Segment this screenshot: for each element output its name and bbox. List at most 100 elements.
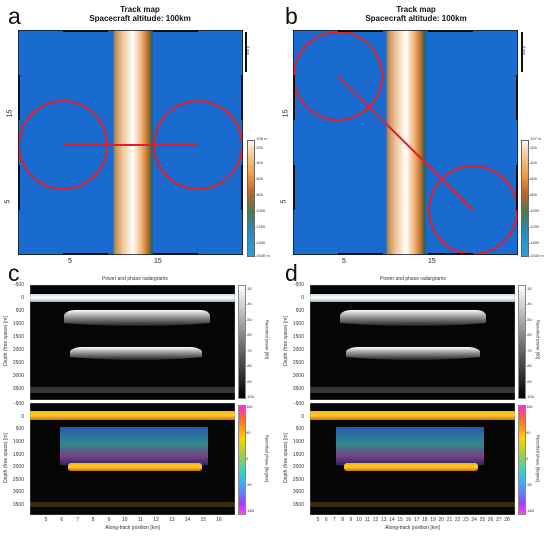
tick-label: -80	[526, 363, 532, 369]
tick-label: -500	[13, 401, 24, 407]
tick-label: -80	[246, 363, 252, 369]
radargram-title-d: Power and phase radargrams	[380, 276, 446, 282]
xaxis-d: 5 6 7 8 9 10 11 12 13 14 15 16 17 18 19 20 21 22 23 24 25 26 2…	[310, 516, 515, 526]
tick-label: 500	[295, 426, 304, 433]
xtick-label: 23	[463, 517, 469, 523]
track-line	[337, 75, 474, 211]
cb-b-tick: -1000	[529, 208, 540, 213]
basal-echo	[30, 387, 235, 393]
tick-label: 1500	[292, 451, 304, 458]
tick-label: 1500	[292, 334, 304, 340]
phase-colorbar-d	[518, 405, 526, 515]
tick-label: 1000	[12, 321, 24, 327]
tick-label: -90	[526, 482, 532, 487]
xtick-label: 14	[184, 517, 191, 523]
tick-label: 0	[526, 456, 529, 461]
phase-cb-label-d: Recorded phase [degree]	[535, 434, 541, 483]
track-map-b	[293, 30, 518, 255]
xtick-label: 5	[44, 517, 48, 523]
xtick-label: 9	[107, 517, 111, 523]
yaxis-d: -500 0 500 1000 1500 2000 2500 3000 3500 -500 0 500…	[284, 282, 310, 515]
xtick-label: 9	[349, 517, 353, 523]
power-colorbar-d	[518, 285, 526, 399]
tick-label: -50	[526, 316, 532, 322]
xtick-label: 15	[397, 517, 403, 523]
tick-label: -60	[526, 332, 532, 338]
subsurface-echo-2	[70, 347, 202, 360]
xtick-label: 21	[446, 517, 453, 523]
track-map-a	[18, 30, 243, 255]
xtick-15-a: 15	[154, 258, 162, 265]
colorbar-a-bottom: -1530 m	[255, 253, 270, 258]
phase-radargram-c	[30, 403, 235, 515]
tick-label: 0	[21, 295, 24, 301]
panel-letter-d: d	[285, 260, 298, 286]
xtick-label: 7	[76, 517, 79, 523]
colorbar-a	[247, 140, 255, 257]
power-cb-ticks-c: -30 -40 -50 -60 -70 -80 -90 -100	[246, 285, 260, 399]
xtick-label: 11	[364, 517, 370, 523]
xtick-label: 25	[479, 517, 486, 523]
ylabel-phase-c: Depth (free space) [m]	[3, 433, 9, 483]
cb-a-tick: -600	[255, 176, 264, 181]
track-map-a-svg	[18, 30, 243, 255]
tick-label: -90	[246, 482, 252, 487]
xtick-label: 5	[316, 517, 320, 523]
tick-label: -60	[246, 332, 252, 338]
phase-volume-scatter	[60, 427, 208, 469]
cb-b-tick: -600	[529, 176, 538, 181]
xtick-label: 27	[496, 517, 502, 523]
power-radargram-c	[30, 285, 235, 400]
tick-label: 1500	[12, 334, 24, 340]
yaxis-c: -500 0 500 1000 1500 2000 2500 3000 3500 -500 0 500…	[4, 282, 30, 515]
colorbar-a-top: -196 m	[255, 136, 268, 141]
tick-label: -30	[526, 286, 532, 291]
xtick-label: 10	[121, 517, 128, 523]
xlabel-c: Along-track position [km]	[105, 525, 160, 531]
tick-label: 3500	[12, 502, 24, 508]
xtick-label: 22	[454, 517, 461, 523]
tick-label: -500	[293, 401, 304, 407]
tick-label: 500	[295, 308, 304, 314]
map-title-a: Track map Spacecraft altitude: 100km	[20, 5, 260, 23]
map-subtitle-line: Spacecraft altitude: 100km	[365, 14, 467, 24]
tick-label: -30	[246, 286, 252, 291]
xtick-15-b: 15	[428, 258, 436, 265]
colorbar-b-top: -197 m	[529, 136, 542, 141]
tick-label: 2500	[292, 360, 304, 366]
panel-letter-a: a	[8, 3, 21, 29]
cb-a-tick: -200	[255, 145, 264, 150]
tick-label: 3500	[12, 386, 24, 392]
map-title-line: Track map	[120, 5, 160, 14]
ylabel-power-d: Depth (free space) [m]	[283, 316, 289, 366]
scale-label-a: 5 km	[245, 46, 251, 55]
radargram-title-c: Power and phase radargrams	[102, 276, 168, 282]
tick-label: 2000	[292, 464, 304, 471]
phase-radargram-d	[310, 403, 515, 515]
tick-label: -90	[246, 378, 252, 384]
cb-b-tick: -800	[529, 192, 538, 197]
colorbar-b-bottom: -1530 m	[529, 253, 544, 258]
track-map-b-svg	[293, 30, 518, 255]
power-radargram-d	[310, 285, 515, 400]
cb-a-tick: -400	[255, 160, 264, 165]
xtick-label: 28	[504, 517, 510, 523]
tick-label: -100	[246, 394, 255, 399]
map-title-line: Track map	[396, 5, 436, 14]
cb-a-tick: -1400	[255, 240, 266, 245]
cb-b-tick: -200	[529, 145, 538, 150]
phase-cb-label-c: Recorded phase [degree]	[264, 434, 270, 483]
power-cb-label-c: Recorded power [dB]	[264, 319, 270, 360]
tick-label: 90	[246, 430, 251, 435]
tick-label: 1000	[292, 438, 304, 445]
tick-label: -70	[526, 347, 532, 353]
phase-colorbar-c	[238, 405, 246, 515]
cb-a-tick: -1000	[255, 208, 266, 213]
xtick-label: 11	[137, 517, 143, 523]
power-cb-ticks-d: -30 -40 -50 -60 -70 -80 -90 -100	[526, 285, 540, 399]
tick-label: 3000	[12, 373, 24, 379]
scale-bar-b	[521, 32, 523, 72]
panel-letter-c: c	[8, 260, 20, 286]
scale-label-b: 5 km	[521, 46, 527, 55]
xtick-label: 13	[169, 517, 175, 523]
